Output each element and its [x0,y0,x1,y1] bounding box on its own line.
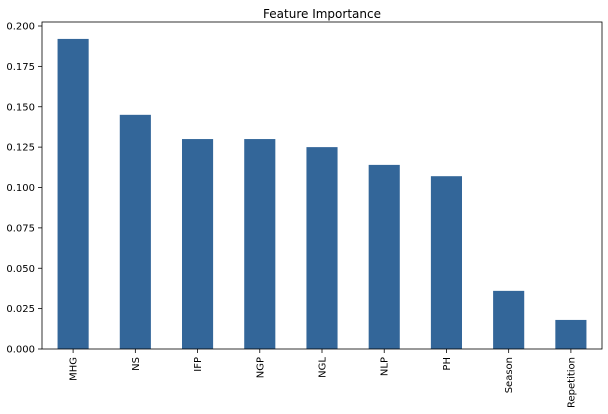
x-tick-label: Season [504,357,515,393]
bar-ngp [244,139,276,349]
bar-ifp [182,139,214,349]
bar-ns [119,114,151,349]
bar-season [493,290,525,349]
bar-mhg [57,38,89,350]
x-tick-label: IFP [193,357,204,372]
x-tick-label: NGL [318,357,329,378]
bar-repetition [555,319,587,349]
bar-ph [430,176,462,349]
x-tick-label: NLP [380,357,391,376]
y-tick-label: 0.100 [6,183,35,194]
y-tick-label: 0.025 [6,304,35,315]
y-axis: 0.000 0.025 0.050 0.075 0.100 0.125 0.150 0.175… [6,22,42,356]
y-tick-label: 0.175 [6,62,35,73]
x-axis: MHG NS IFP NGP NGL NLP PH Season Repetition [69,349,577,408]
y-tick-label: 0.150 [6,102,35,113]
y-tick-label: 0.125 [6,143,35,154]
chart-title: Feature Importance [263,7,381,21]
plot-frame [41,21,603,350]
x-tick-label: Repetition [566,357,577,408]
bar-nlp [368,164,400,349]
y-tick-label: 0.000 [6,345,35,356]
x-tick-label: NGP [255,357,266,378]
y-tick-label: 0.200 [6,22,35,33]
x-tick-label: NS [131,357,142,371]
x-tick-label: PH [442,357,453,371]
y-tick-label: 0.050 [6,264,35,275]
x-tick-label: MHG [69,357,80,381]
y-tick-label: 0.075 [6,223,35,234]
bars-group [57,38,587,350]
bar-ngl [306,147,338,349]
